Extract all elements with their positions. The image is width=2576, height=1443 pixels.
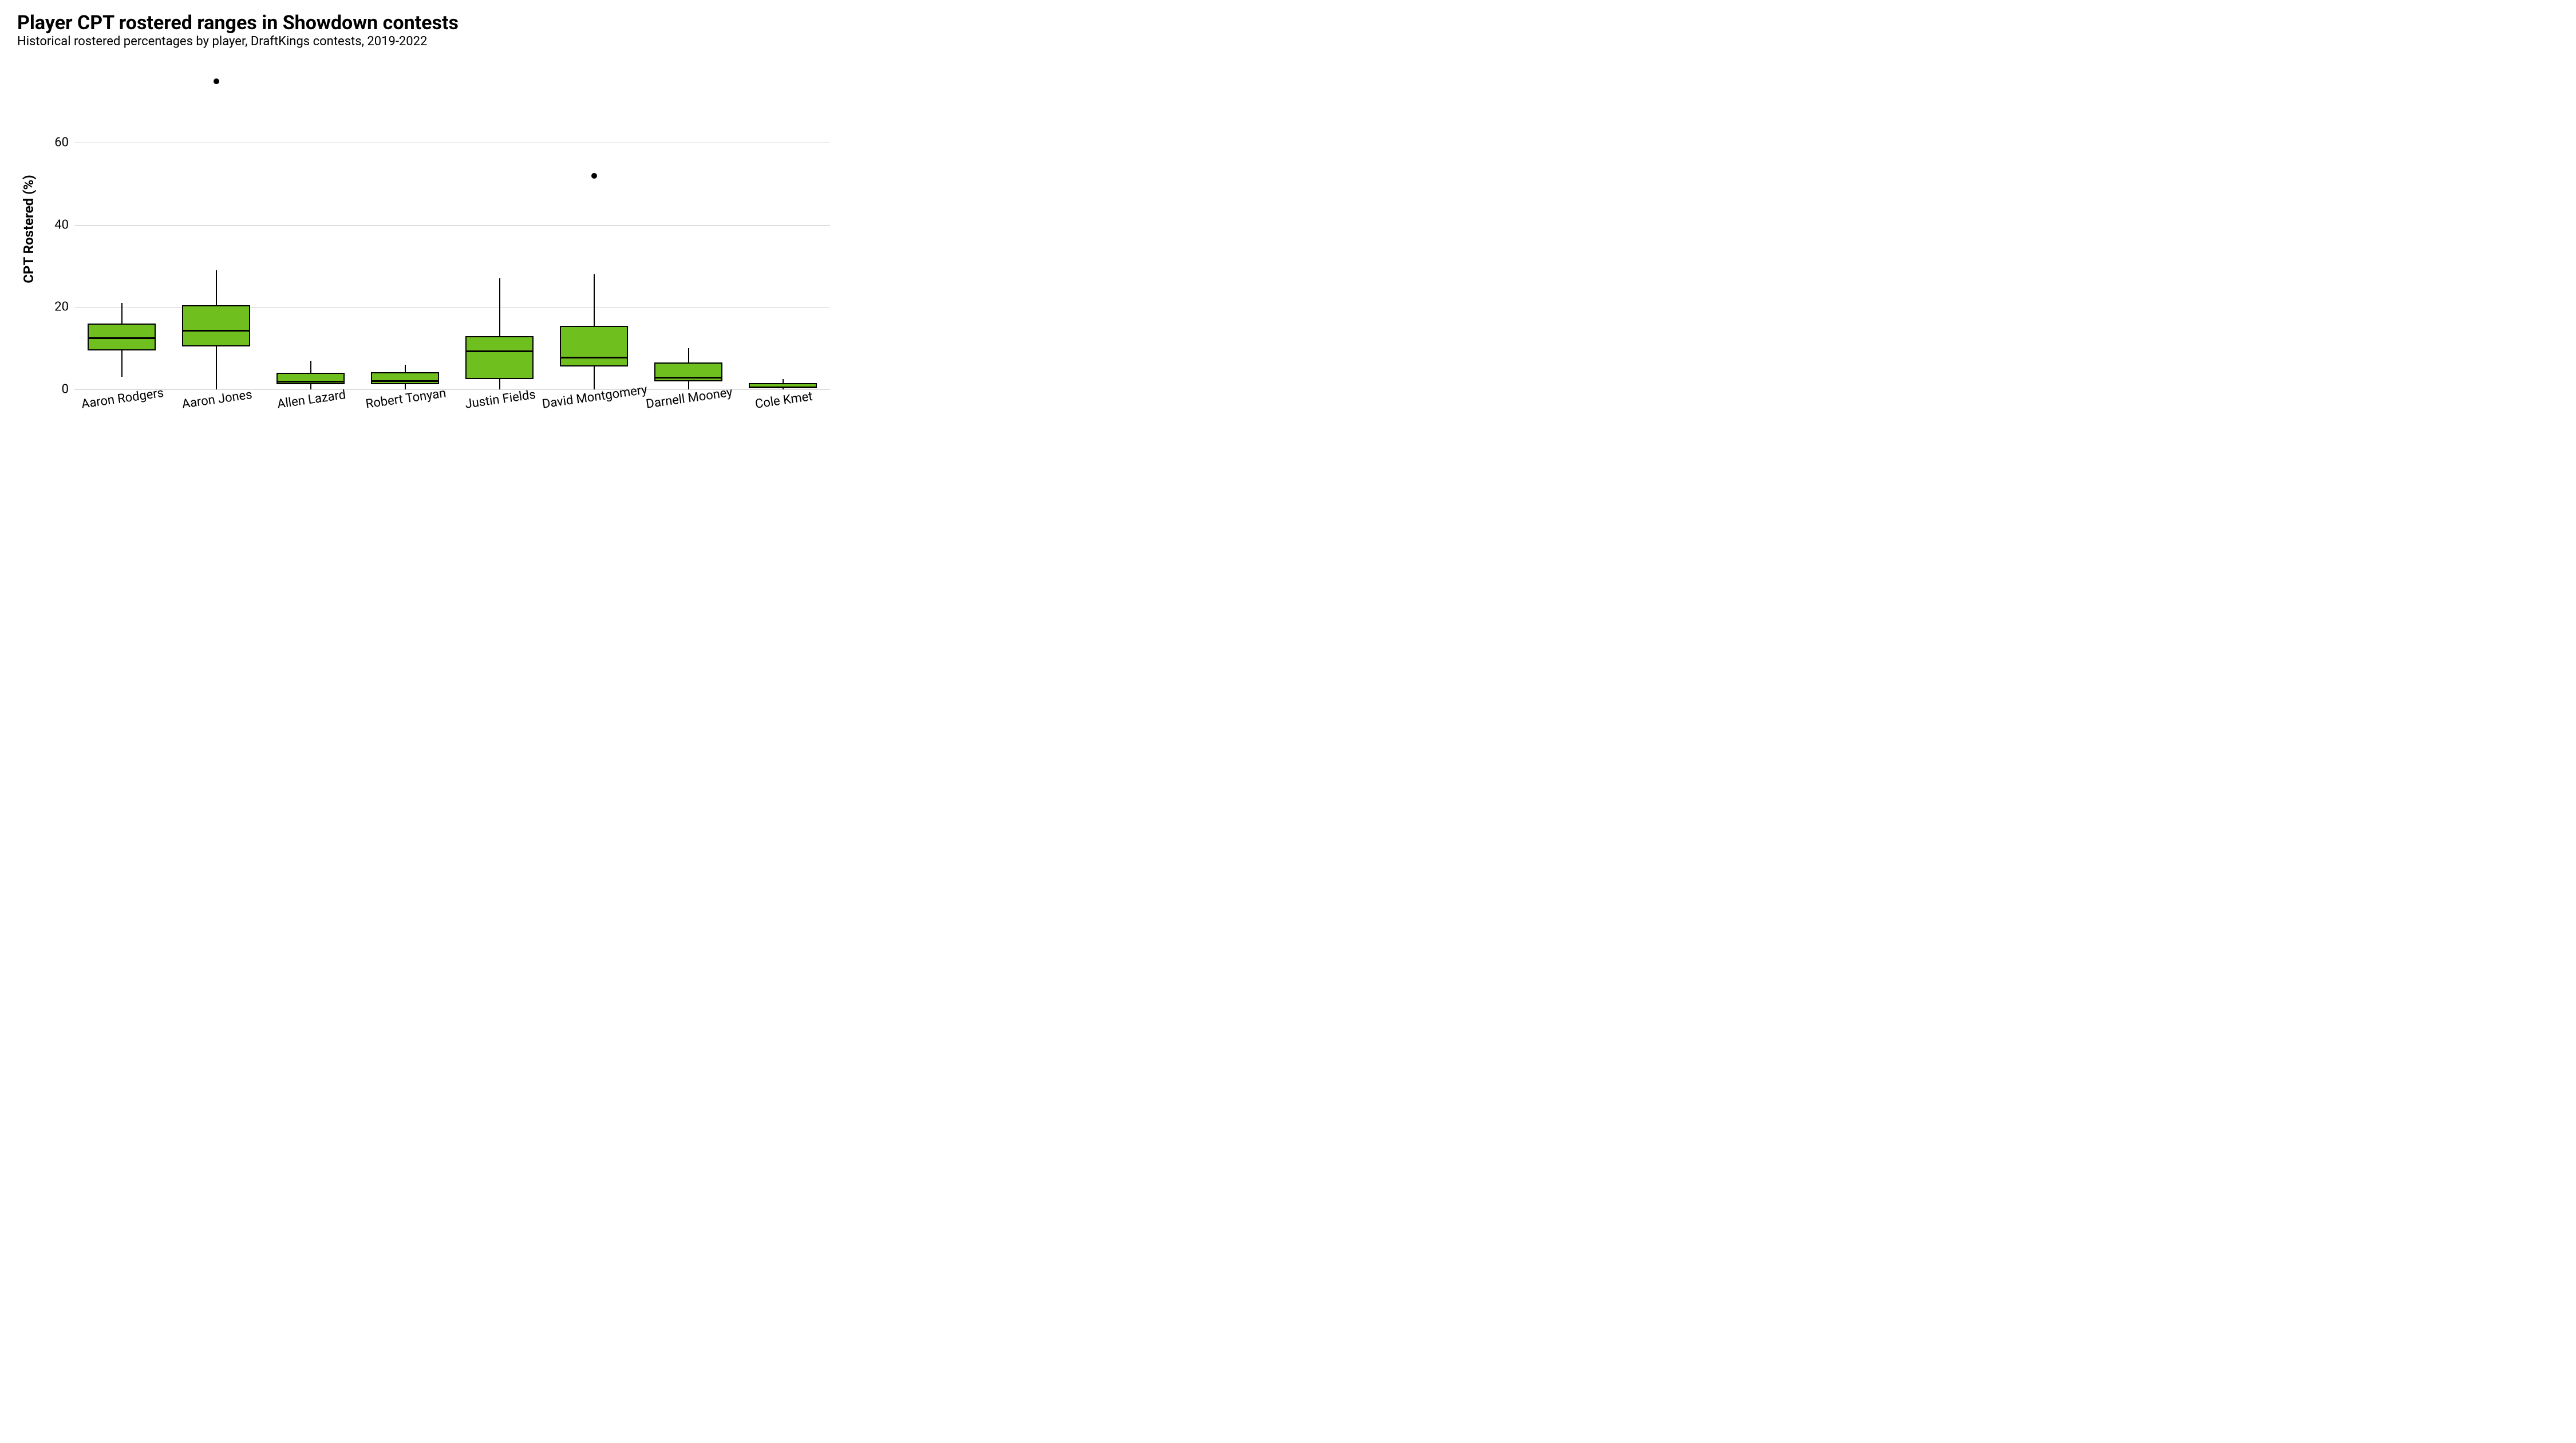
median-line [655, 377, 721, 379]
y-axis-title: CPT Rostered (%) [21, 175, 37, 283]
outlier-point [591, 173, 597, 179]
chart-title: Player CPT rostered ranges in Showdown c… [17, 11, 841, 34]
box [182, 305, 250, 346]
boxplot-chart: Player CPT rostered ranges in Showdown c… [0, 0, 859, 481]
x-tick-label: Cole Kmet [754, 389, 813, 412]
median-line [183, 330, 249, 332]
plot-area: 0204060Aaron RodgersAaron JonesAllen Laz… [74, 69, 830, 389]
x-tick-label: Allen Lazard [276, 388, 346, 412]
y-tick-label: 40 [54, 218, 74, 232]
box [654, 362, 722, 381]
y-tick-label: 0 [62, 383, 74, 397]
median-line [561, 357, 627, 358]
box [371, 372, 439, 384]
x-tick-label: Aaron Jones [181, 388, 253, 412]
median-line [372, 380, 438, 382]
y-tick-label: 60 [54, 136, 74, 150]
outlier-point [214, 78, 219, 84]
box [88, 324, 156, 350]
median-line [278, 381, 343, 383]
median-line [750, 387, 816, 388]
y-tick-label: 20 [54, 300, 74, 314]
box [465, 336, 534, 379]
x-tick-label: Justin Fields [464, 388, 536, 412]
median-line [467, 350, 532, 352]
box [276, 373, 345, 384]
box [560, 326, 628, 367]
box [749, 383, 817, 388]
median-line [89, 337, 155, 339]
chart-subtitle: Historical rostered percentages by playe… [17, 34, 841, 49]
grid-line [74, 225, 830, 226]
